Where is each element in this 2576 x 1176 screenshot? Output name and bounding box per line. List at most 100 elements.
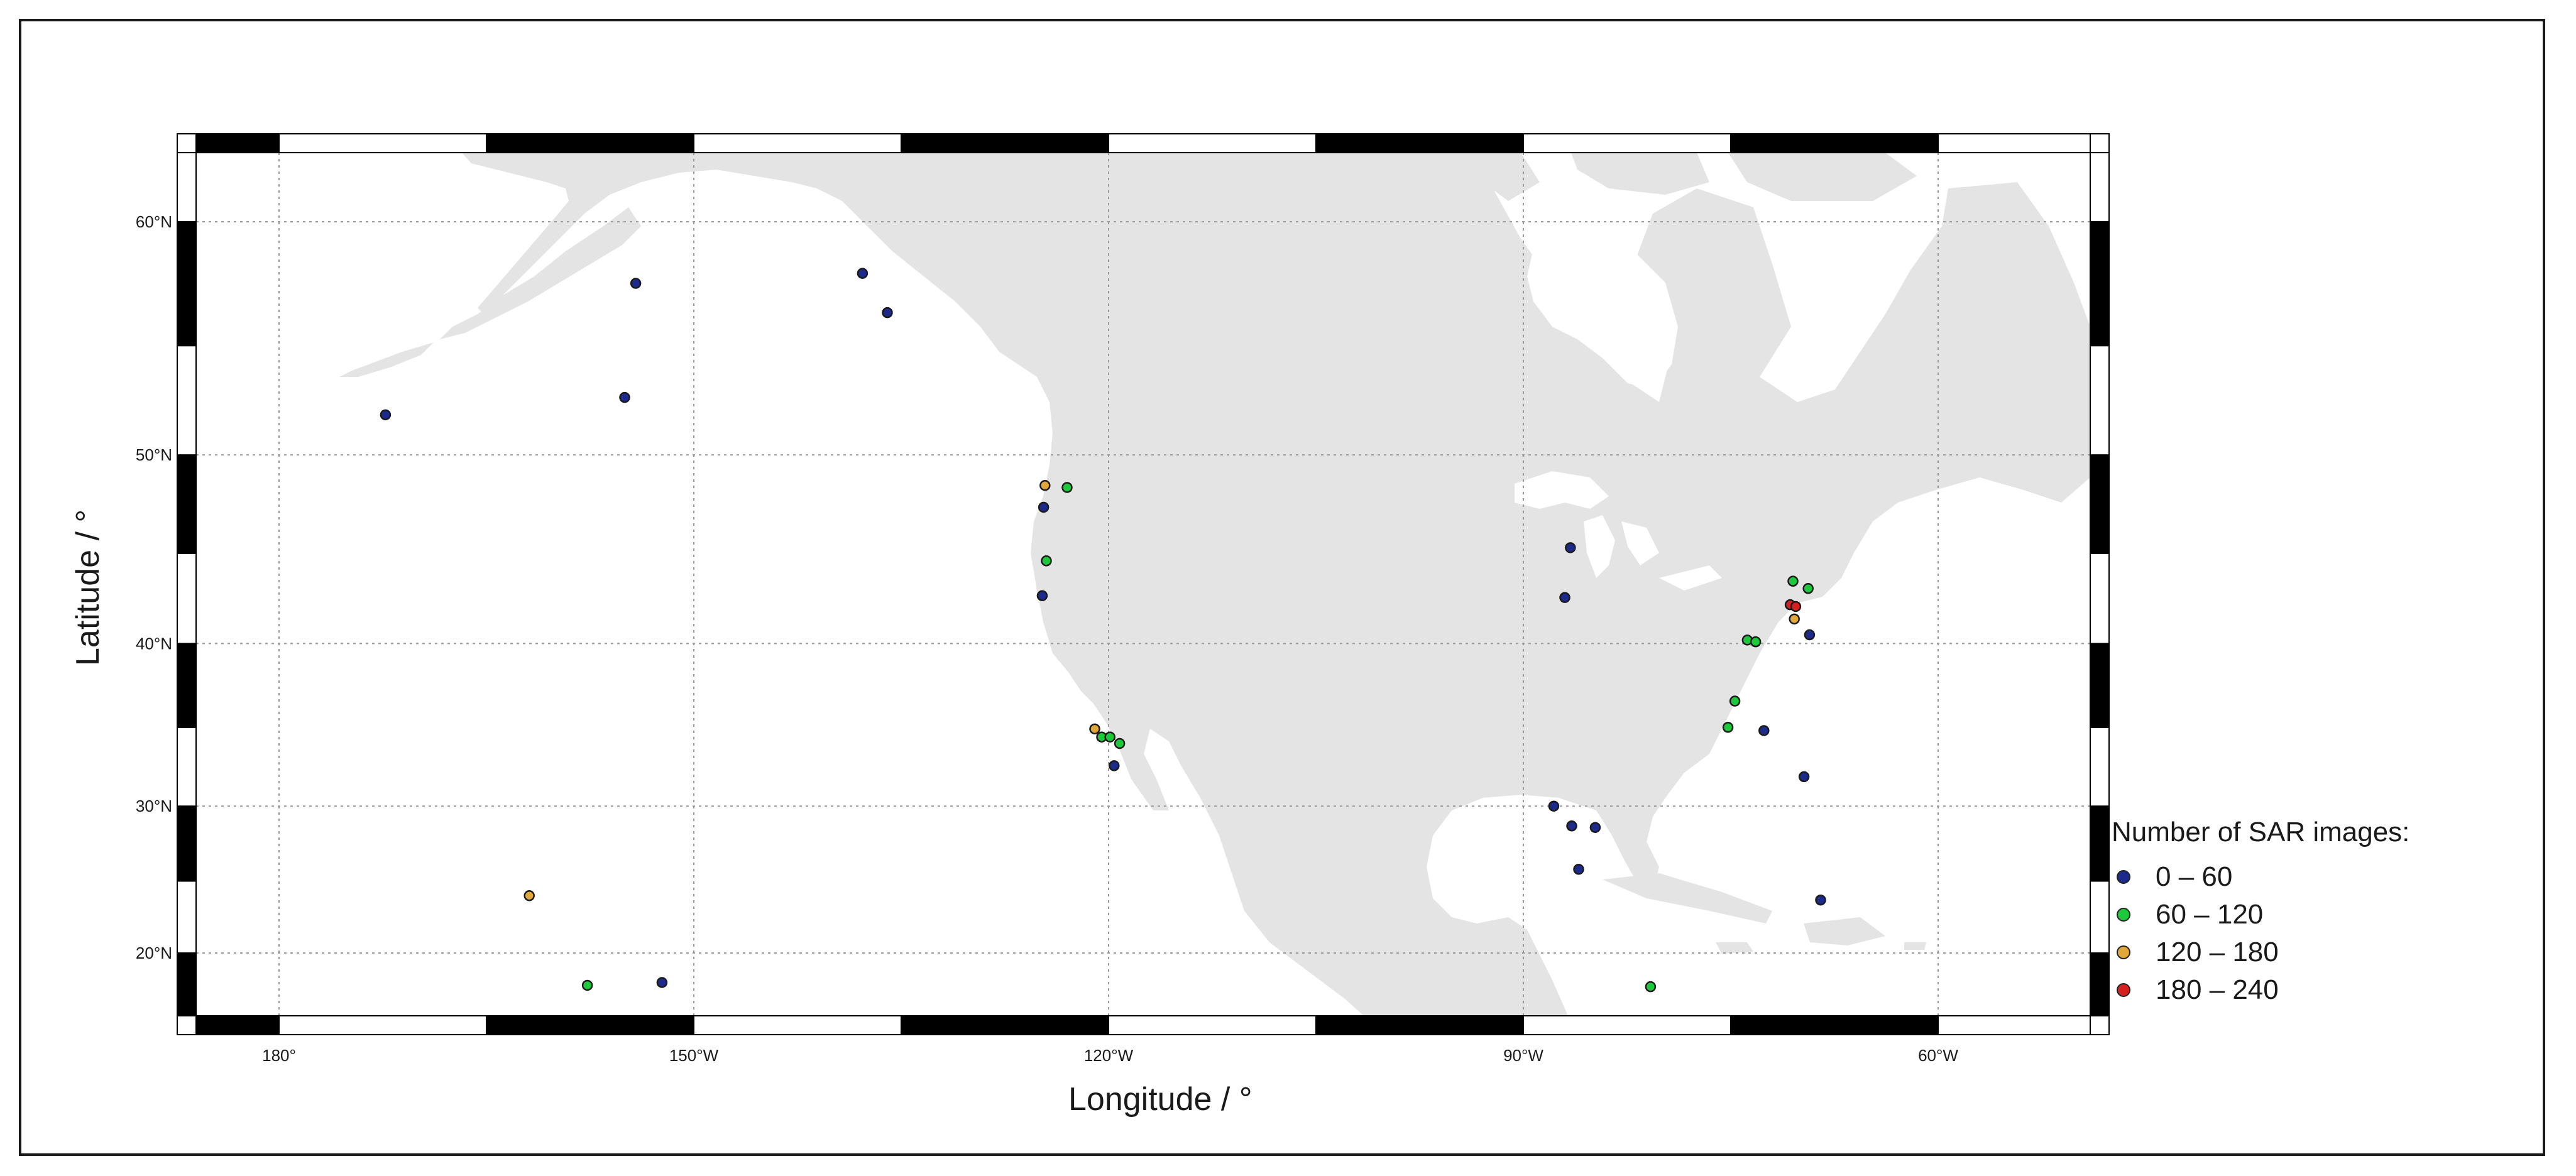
newfoundland xyxy=(2030,433,2074,484)
border-top-seg-6 xyxy=(1315,133,1524,153)
y-tick-label-1: 30°N xyxy=(136,797,172,815)
station-marker-8 xyxy=(1041,555,1052,567)
border-top-seg-2 xyxy=(486,133,694,153)
legend-label-2: 120 – 180 xyxy=(2156,937,2279,967)
station-marker-7 xyxy=(1038,501,1050,513)
border-left-seg-0 xyxy=(177,952,197,1016)
arctic-islands xyxy=(1257,153,1917,217)
legend-label-0: 0 – 60 xyxy=(2156,861,2233,892)
station-marker-9 xyxy=(1036,590,1048,602)
jamaica xyxy=(1716,942,1753,954)
legend-label-3: 180 – 240 xyxy=(2156,974,2279,1005)
station-marker-3 xyxy=(857,268,869,279)
border-right-seg-0 xyxy=(2090,952,2110,1016)
border-left-seg-3 xyxy=(177,726,197,807)
border-left-seg-2 xyxy=(177,805,197,882)
border-top-seg-9 xyxy=(1937,133,2091,153)
x-axis-title: Longitude / ° xyxy=(1068,1081,1252,1118)
station-marker-25 xyxy=(1787,575,1799,587)
border-right-seg-4 xyxy=(2090,643,2110,728)
station-marker-12 xyxy=(1104,731,1115,743)
station-marker-14 xyxy=(1109,760,1120,771)
legend-item-3: 180 – 240 xyxy=(2112,971,2409,1009)
station-marker-16 xyxy=(581,979,593,991)
legend-dot-0 xyxy=(2117,870,2130,884)
border-right-seg-2 xyxy=(2090,805,2110,882)
border-left-seg-8 xyxy=(177,220,197,347)
plot-outline xyxy=(195,152,2091,1016)
border-left-seg-5 xyxy=(177,552,197,645)
station-marker-5 xyxy=(1039,480,1051,491)
station-marker-32 xyxy=(1750,636,1762,648)
border-left-seg-7 xyxy=(177,345,197,456)
station-marker-30 xyxy=(1804,629,1816,641)
station-marker-18 xyxy=(1565,542,1576,553)
border-top-seg-7 xyxy=(1523,133,1731,153)
border-bottom-seg-3 xyxy=(693,1015,902,1035)
border-right-seg-7 xyxy=(2090,345,2110,456)
border-top-seg-1 xyxy=(278,133,487,153)
x-tick-label-1: 150°W xyxy=(669,1046,719,1065)
station-marker-10 xyxy=(1089,723,1100,735)
station-marker-24 xyxy=(1645,981,1657,993)
station-marker-0 xyxy=(380,409,392,421)
border-right-seg-1 xyxy=(2090,880,2110,954)
station-marker-15 xyxy=(523,890,535,901)
legend: Number of SAR images: 0 – 60 60 – 120 12… xyxy=(2112,817,2409,1009)
border-right-seg-9 xyxy=(2090,152,2110,222)
station-marker-33 xyxy=(1729,695,1741,707)
legend-title: Number of SAR images: xyxy=(2112,817,2410,847)
legend-label-1: 60 – 120 xyxy=(2156,899,2264,930)
legend-item-1: 60 – 120 xyxy=(2112,896,2409,934)
legend-dot-3 xyxy=(2117,983,2130,997)
station-marker-6 xyxy=(1061,482,1073,493)
station-marker-29 xyxy=(1789,613,1800,625)
hispaniola xyxy=(1804,917,1885,945)
border-left-seg-4 xyxy=(177,643,197,728)
station-marker-35 xyxy=(1758,725,1770,736)
cuba xyxy=(1603,873,1772,923)
land-layer xyxy=(339,153,2090,1016)
border-bottom-seg-0 xyxy=(195,1015,280,1035)
station-marker-4 xyxy=(882,307,893,318)
y-axis-title: Latitude / ° xyxy=(70,509,106,666)
border-left-seg-1 xyxy=(177,880,197,954)
border-corner-1 xyxy=(2090,133,2110,153)
x-tick-label-0: 180° xyxy=(262,1046,296,1065)
puerto-rico xyxy=(1904,942,1926,950)
figure-frame xyxy=(19,19,2545,1156)
border-bottom-seg-2 xyxy=(486,1015,694,1035)
border-bottom-seg-1 xyxy=(278,1015,487,1035)
station-marker-37 xyxy=(1815,894,1826,906)
alaska-peninsula xyxy=(440,207,641,339)
x-tick-label-3: 90°W xyxy=(1503,1046,1543,1065)
legend-item-0: 0 – 60 xyxy=(2112,858,2409,896)
hudson-bay xyxy=(1527,239,1678,389)
border-top-seg-0 xyxy=(195,133,280,153)
border-top-seg-8 xyxy=(1730,133,1939,153)
border-bottom-seg-9 xyxy=(1937,1015,2091,1035)
border-right-seg-6 xyxy=(2090,454,2110,554)
border-right-seg-8 xyxy=(2090,220,2110,347)
border-right-seg-3 xyxy=(2090,726,2110,807)
border-bottom-seg-6 xyxy=(1315,1015,1524,1035)
y-tick-label-0: 20°N xyxy=(136,944,172,962)
y-tick-label-4: 60°N xyxy=(136,212,172,231)
legend-item-2: 120 – 180 xyxy=(2112,934,2409,971)
tick-labels: 180° 150°W 120°W 90°W 60°W 20°N 30°N 40°N 50°N 60… xyxy=(136,212,1958,1065)
station-marker-34 xyxy=(1722,722,1734,733)
station-marker-26 xyxy=(1802,583,1814,594)
station-marker-21 xyxy=(1566,820,1577,832)
border-corner-3 xyxy=(2090,1015,2110,1035)
station-marker-28 xyxy=(1790,601,1802,612)
station-marker-1 xyxy=(619,391,630,403)
legend-dot-1 xyxy=(2117,908,2130,922)
station-marker-19 xyxy=(1559,592,1570,603)
station-marker-22 xyxy=(1589,822,1601,833)
y-tick-label-2: 40°N xyxy=(136,634,172,653)
border-corner-2 xyxy=(177,1015,197,1035)
border-corner-0 xyxy=(177,133,197,153)
station-marker-17 xyxy=(656,977,668,988)
aleutian-islands xyxy=(339,342,434,377)
